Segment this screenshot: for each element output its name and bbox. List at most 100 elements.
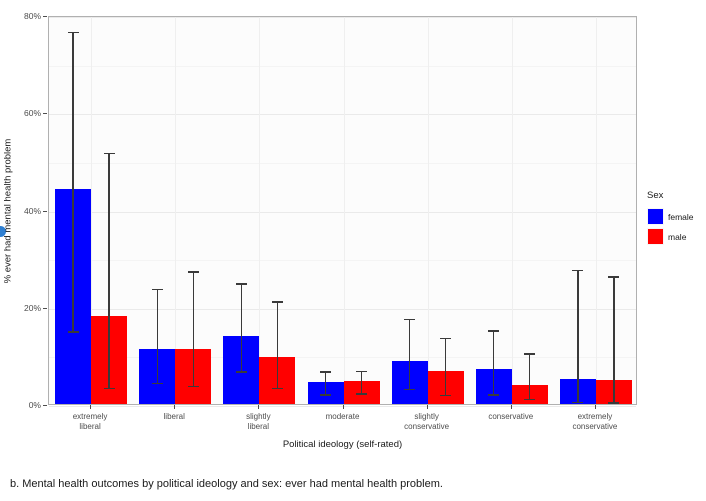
error-bar-male-4 <box>444 337 447 395</box>
x-tick-label-4: slightly conservative <box>385 412 469 432</box>
x-tick-label-1: liberal <box>132 412 216 422</box>
y-gridline <box>49 308 636 310</box>
x-gridline <box>175 17 177 404</box>
x-tick-label-line: slightly <box>414 412 439 421</box>
error-cap-female-0-low <box>67 331 79 333</box>
y-tick-label: 0% <box>28 400 41 410</box>
y-gridline-minor <box>49 357 636 359</box>
error-cap-male-4-low <box>440 394 452 397</box>
error-cap-male-6-high <box>608 276 620 278</box>
x-gridline <box>511 17 513 404</box>
y-tick-mark <box>43 210 47 212</box>
error-cap-female-5-high <box>488 330 500 332</box>
y-tick-mark <box>43 307 47 309</box>
legend-item-female: female <box>647 208 694 225</box>
y-tick-label: 80% <box>23 11 41 21</box>
legend-label-female: female <box>668 211 694 222</box>
x-tick-mark <box>342 405 344 409</box>
error-bar-female-0 <box>72 32 74 332</box>
error-bar-male-0 <box>108 152 110 388</box>
x-tick-label-line: conservative <box>572 422 618 431</box>
error-cap-female-4-high <box>404 318 416 321</box>
legend-title: Sex <box>647 190 664 201</box>
y-tick-mark <box>43 16 47 17</box>
x-tick-label-line: conservative <box>488 412 534 421</box>
error-cap-female-1-low <box>151 382 163 385</box>
y-gridline <box>49 17 636 18</box>
chart-figure: % ever had mental health problem 0% 20% 40… <box>0 11 694 450</box>
y-tick-label: 60% <box>23 108 41 119</box>
y-gridline-minor <box>49 260 636 262</box>
error-cap-male-0-high <box>103 152 115 155</box>
error-cap-male-0-low <box>103 388 115 390</box>
legend-key <box>647 208 664 225</box>
x-tick-label-line: extremely <box>577 412 613 421</box>
x-gridline <box>259 17 261 404</box>
x-tick-mark <box>594 405 596 409</box>
error-bar-male-3 <box>360 370 363 394</box>
legend: Sex female male <box>647 190 694 248</box>
x-tick-label-line: extremely <box>72 412 108 421</box>
error-bar-female-5 <box>493 330 495 395</box>
x-tick-mark <box>90 405 92 409</box>
error-bar-male-2 <box>276 301 279 388</box>
x-tick-label-5: conservative <box>469 412 553 422</box>
plot-panel <box>48 16 637 407</box>
x-tick-label-line: liberal <box>79 422 101 431</box>
legend-swatch-male <box>648 229 663 244</box>
x-gridline <box>595 17 597 404</box>
error-cap-female-2-low <box>235 371 247 373</box>
legend-label-male: male <box>668 231 687 242</box>
error-cap-male-4-high <box>440 337 452 340</box>
error-bar-female-1 <box>156 288 158 383</box>
error-cap-female-6-high <box>572 269 584 272</box>
x-tick-mark <box>258 405 260 409</box>
error-cap-female-5-low <box>488 394 500 396</box>
error-cap-male-1-high <box>187 271 199 273</box>
x-tick-label-6: extremely conservative <box>553 412 637 432</box>
legend-key <box>647 228 664 245</box>
error-cap-male-5-high <box>524 353 536 355</box>
error-cap-male-1-low <box>187 386 199 388</box>
x-tick-label-0: extremely liberal <box>48 412 132 432</box>
error-cap-female-4-low <box>404 388 416 391</box>
x-tick-mark <box>174 405 176 409</box>
x-tick-mark <box>426 405 428 409</box>
error-cap-female-2-high <box>235 283 247 285</box>
y-tick-label: 40% <box>23 205 41 216</box>
error-cap-male-2-low <box>271 387 283 389</box>
error-cap-male-5-low <box>524 398 536 401</box>
x-tick-label-line: liberal <box>247 422 270 431</box>
error-bar-female-4 <box>408 318 411 389</box>
error-cap-female-6-low <box>572 401 584 403</box>
y-gridline-minor <box>49 162 636 164</box>
error-cap-male-2-high <box>271 301 283 303</box>
y-tick-label: 20% <box>23 302 41 313</box>
x-tick-mark <box>510 405 512 409</box>
error-bar-male-6 <box>613 276 615 403</box>
x-axis-label: Political ideology (self-rated) <box>282 439 403 450</box>
error-bar-female-3 <box>324 371 327 395</box>
error-bar-female-6 <box>577 269 579 402</box>
y-gridline <box>49 211 636 213</box>
x-tick-label-3: moderate <box>300 412 384 422</box>
x-gridline <box>91 17 93 404</box>
x-gridline <box>427 17 429 404</box>
x-tick-label-line: liberal <box>163 412 185 421</box>
y-gridline <box>49 114 636 116</box>
error-bar-male-5 <box>529 353 531 399</box>
error-bar-male-1 <box>192 271 194 387</box>
legend-item-male: male <box>647 228 694 245</box>
figure-caption: b. Mental health outcomes by political i… <box>10 478 443 490</box>
error-cap-female-0-high <box>67 32 79 34</box>
legend-items: female male <box>647 208 694 245</box>
error-cap-male-6-low <box>608 402 620 404</box>
legend-swatch-female <box>648 209 663 224</box>
y-tick-mark <box>43 113 47 115</box>
x-tick-label-line: conservative <box>404 422 450 431</box>
error-cap-male-3-low <box>356 393 367 395</box>
x-tick-label-line: moderate <box>325 412 360 421</box>
x-gridline <box>343 17 345 404</box>
y-gridline-minor <box>49 65 636 67</box>
x-tick-label-line: slightly <box>246 412 271 421</box>
